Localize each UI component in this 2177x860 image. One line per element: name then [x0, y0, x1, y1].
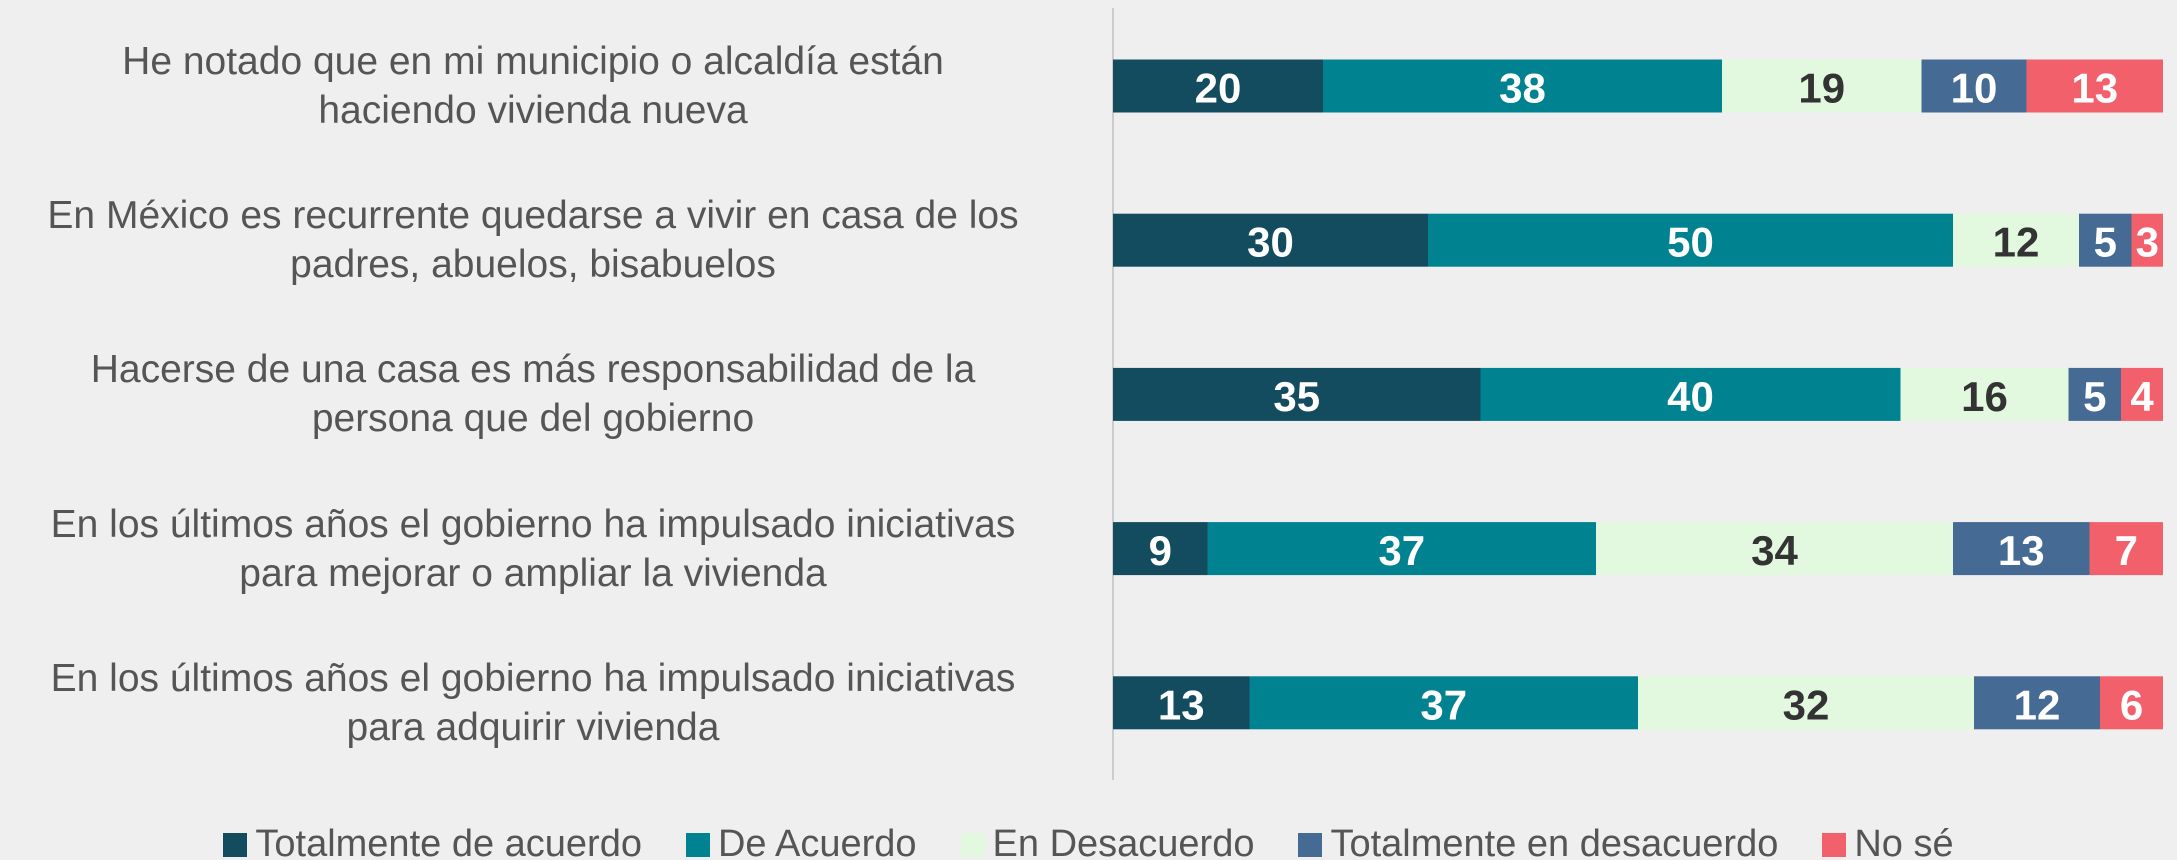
value-label: 12 — [1993, 219, 2040, 266]
bar-segment — [1113, 367, 1481, 421]
legend-swatch — [223, 832, 248, 857]
legend-swatch — [1298, 832, 1323, 857]
bar-segment — [1953, 213, 2079, 267]
bar-segment — [1249, 676, 1638, 730]
bar-segment — [2100, 676, 2163, 730]
bar-segment — [1207, 522, 1596, 576]
legend-item: De Acuerdo — [685, 823, 917, 860]
legend-label: Totalmente en desacuerdo — [1330, 823, 1779, 860]
value-label: 10 — [1951, 65, 1998, 112]
value-label: 35 — [1273, 373, 1320, 420]
value-label: 32 — [1783, 681, 1830, 728]
value-label: 37 — [1378, 527, 1425, 574]
bar-segment — [2068, 367, 2121, 421]
category-label: He notado que en mi municipio o alcaldía… — [122, 40, 944, 132]
value-label: 30 — [1247, 219, 1294, 266]
bar-segment — [2079, 213, 2132, 267]
value-label: 37 — [1420, 681, 1467, 728]
value-label: 40 — [1667, 373, 1714, 420]
legend-item: En Desacuerdo — [960, 823, 1255, 860]
value-label: 12 — [2014, 681, 2061, 728]
bar-segment — [1113, 213, 1428, 267]
bar-segment — [1722, 59, 1922, 113]
value-label: 9 — [1149, 527, 1172, 574]
value-label: 50 — [1667, 219, 1714, 266]
legend-item: Totalmente de acuerdo — [223, 823, 642, 860]
value-label: 5 — [2094, 219, 2117, 266]
legend-item: No sé — [1822, 823, 1954, 860]
legend-swatch — [960, 832, 985, 857]
category-label: En los últimos años el gobierno ha impul… — [50, 502, 1016, 595]
legend-item: Totalmente en desacuerdo — [1298, 823, 1778, 860]
value-label: 16 — [1961, 373, 2008, 420]
value-label: 3 — [2136, 219, 2159, 266]
bar-segment — [1921, 59, 2027, 113]
category-label: Hacerse de una casa es más responsabilid… — [90, 348, 976, 441]
bar-segment — [1428, 213, 1953, 267]
bar-segment — [1953, 522, 2090, 576]
legend: Totalmente de acuerdo De Acuerdo En Desacu… — [0, 823, 2177, 860]
bar-segment — [1113, 59, 1323, 113]
bar-segment — [2026, 59, 2163, 113]
legend-label: En Desacuerdo — [992, 823, 1255, 860]
value-label: 13 — [1158, 681, 1205, 728]
bar-segment — [1596, 522, 1953, 576]
value-label: 19 — [1798, 65, 1845, 112]
value-label: 6 — [2120, 681, 2143, 728]
value-label: 13 — [1998, 527, 2045, 574]
bar-segment — [1974, 676, 2100, 730]
category-label: En los últimos años el gobierno ha impul… — [50, 656, 1016, 749]
legend-swatch — [1822, 832, 1847, 857]
value-label: 5 — [2083, 373, 2106, 420]
value-label: 38 — [1499, 65, 1546, 112]
value-label: 34 — [1751, 527, 1798, 574]
category-label: En México es recurrente quedarse a vivir… — [47, 194, 1019, 287]
bar-segment — [1480, 367, 1901, 421]
bar-segment — [1900, 367, 2069, 421]
bar-segment — [1113, 522, 1208, 576]
value-label: 7 — [2115, 527, 2138, 574]
legend-label: Totalmente de acuerdo — [255, 823, 642, 860]
bar-segment — [2121, 367, 2163, 421]
legend-label: No sé — [1854, 823, 1954, 860]
bar-segment — [1638, 676, 1974, 730]
legend-label: De Acuerdo — [717, 823, 917, 860]
bar-segment — [2089, 522, 2163, 576]
value-label: 4 — [2130, 373, 2154, 420]
bar-segment — [1113, 676, 1250, 730]
value-label: 20 — [1195, 65, 1242, 112]
legend-swatch — [685, 832, 710, 857]
bar-segment — [1323, 59, 1722, 113]
bar-segment — [2131, 213, 2163, 267]
value-label: 13 — [2071, 65, 2118, 112]
